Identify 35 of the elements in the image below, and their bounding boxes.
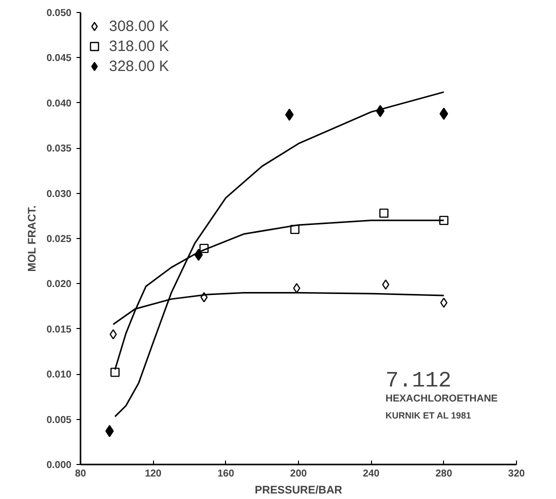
point — [285, 108, 294, 121]
x-tick-label: 200 — [290, 468, 308, 480]
x-tick-label: 280 — [435, 468, 453, 480]
y-axis-title: MOL FRACT. — [26, 205, 38, 272]
x-tick-label: 240 — [362, 468, 380, 480]
y-tick-label: 0.005 — [46, 414, 72, 426]
point — [440, 298, 448, 308]
annotation: 7.112 — [386, 368, 452, 394]
legend-label: 318.00 K — [109, 37, 170, 55]
y-tick-label: 0.010 — [46, 370, 72, 381]
annotation: KURNIK ET AL 1981 — [386, 410, 472, 420]
x-tick-label: 320 — [508, 468, 526, 480]
point — [440, 108, 448, 120]
y-tick-label: 0.000 — [46, 460, 72, 471]
point — [382, 280, 390, 290]
x-tick-label: 160 — [217, 468, 235, 480]
point — [293, 283, 300, 294]
x-tick-label: 120 — [144, 468, 162, 480]
annotation: HEXACHLOROETHANE — [386, 394, 498, 404]
point — [379, 208, 388, 218]
y-tick-label: 0.035 — [46, 144, 72, 155]
point — [110, 329, 117, 340]
y-tick-label: 0.025 — [46, 234, 72, 245]
y-tick-label: 0.020 — [46, 279, 72, 290]
point — [439, 216, 448, 226]
x-tick-label: 80 — [74, 468, 86, 480]
y-tick-label: 0.030 — [46, 188, 72, 200]
legend-label: 308.00 K — [109, 17, 170, 35]
y-tick-label: 0.015 — [46, 324, 72, 336]
legend-label: 328.00 K — [109, 57, 170, 75]
y-tick-label: 0.040 — [46, 98, 72, 110]
point — [110, 368, 120, 377]
y-tick-label: 0.045 — [46, 53, 72, 64]
x-axis-title: PRESSURE/BAR — [254, 484, 342, 496]
y-tick-label: 0.050 — [46, 8, 72, 19]
